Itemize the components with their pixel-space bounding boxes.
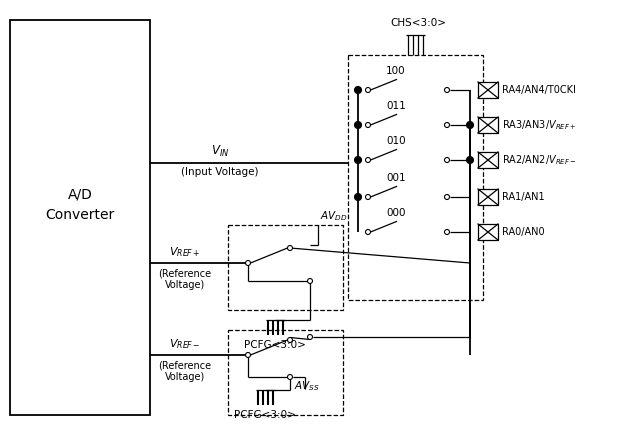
Circle shape	[444, 194, 449, 199]
Text: PCFG<3:0>: PCFG<3:0>	[234, 410, 296, 420]
Text: Voltage): Voltage)	[165, 280, 205, 290]
Text: (Reference: (Reference	[158, 361, 211, 371]
Text: $V_{IN}$: $V_{IN}$	[211, 144, 229, 159]
Bar	[228, 330, 343, 415]
Circle shape	[466, 121, 473, 128]
Circle shape	[444, 122, 449, 128]
Bar	[478, 82, 498, 98]
Bar	[478, 152, 498, 168]
Text: $AV_{SS}$: $AV_{SS}$	[294, 379, 320, 393]
Circle shape	[365, 194, 370, 199]
Circle shape	[444, 230, 449, 235]
Circle shape	[307, 279, 312, 283]
Text: 001: 001	[386, 173, 406, 183]
Circle shape	[365, 88, 370, 92]
Bar	[478, 117, 498, 133]
Text: $AV_{DD}$: $AV_{DD}$	[320, 209, 348, 223]
Circle shape	[245, 260, 251, 265]
Text: Voltage): Voltage)	[165, 372, 205, 382]
Text: $V_{REF+}$: $V_{REF+}$	[169, 245, 201, 259]
Bar	[348, 55, 483, 300]
Circle shape	[355, 194, 362, 201]
Circle shape	[365, 158, 370, 162]
Text: RA3/AN3/$V_{REF+}$: RA3/AN3/$V_{REF+}$	[502, 118, 576, 132]
Circle shape	[355, 121, 362, 128]
Circle shape	[288, 374, 293, 379]
Circle shape	[444, 158, 449, 162]
Circle shape	[288, 337, 293, 342]
Circle shape	[288, 246, 293, 250]
Text: RA0/AN0: RA0/AN0	[502, 227, 545, 237]
Text: PCFG<3:0>: PCFG<3:0>	[244, 340, 306, 350]
Text: Converter: Converter	[45, 208, 115, 222]
Circle shape	[365, 230, 370, 235]
Text: CHS<3:0>: CHS<3:0>	[390, 18, 446, 28]
Text: RA1/AN1: RA1/AN1	[502, 192, 545, 202]
Circle shape	[466, 157, 473, 164]
Circle shape	[355, 87, 362, 93]
Bar	[10, 20, 150, 415]
Text: 000: 000	[386, 208, 406, 218]
Circle shape	[307, 334, 312, 340]
Bar	[478, 224, 498, 240]
Text: 010: 010	[386, 136, 406, 146]
Text: (Reference: (Reference	[158, 269, 211, 279]
Text: (Input Voltage): (Input Voltage)	[181, 167, 259, 177]
Text: 011: 011	[386, 101, 406, 111]
Circle shape	[245, 352, 251, 357]
Circle shape	[444, 88, 449, 92]
Text: 100: 100	[386, 66, 406, 76]
Circle shape	[365, 122, 370, 128]
Text: RA4/AN4/T0CKI: RA4/AN4/T0CKI	[502, 85, 576, 95]
Text: $V_{REF-}$: $V_{REF-}$	[169, 337, 201, 351]
Text: RA2/AN2/$V_{REF-}$: RA2/AN2/$V_{REF-}$	[502, 153, 576, 167]
Circle shape	[355, 157, 362, 164]
Bar	[228, 225, 343, 310]
Bar	[478, 189, 498, 205]
Text: A/D: A/D	[68, 188, 92, 202]
